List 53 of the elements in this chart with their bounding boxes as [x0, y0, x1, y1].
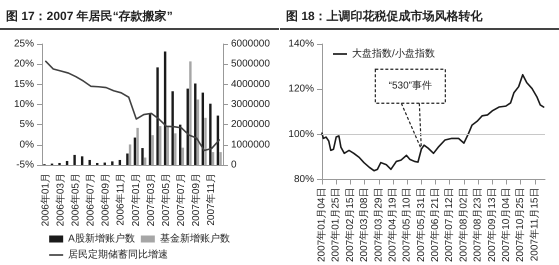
x-tick-label: 2007年01月	[130, 173, 142, 226]
y2-tick-label: 1000000	[231, 139, 270, 150]
legend-label: 居民定期储蓄同比增速	[68, 248, 168, 260]
y2-tick-label: 0	[231, 160, 237, 170]
y-tick-label: 15%	[14, 78, 34, 90]
y2-tick-label: 3000000	[231, 99, 270, 110]
x-tick-label: 2007年05月	[160, 173, 172, 226]
y-tick-label: 140%	[288, 38, 314, 50]
x-tick-label: 2007年04月19日	[386, 188, 398, 262]
y-tick-label: 10%	[14, 99, 34, 110]
chart-title: 图 18：上调印花税促成市场风格转化	[280, 0, 559, 30]
x-tick-label: 2007年01月25日	[330, 188, 342, 262]
x-tick-label: 2007年07月12日	[443, 188, 456, 262]
x-tick-label: 2007年05月31日	[414, 188, 427, 262]
x-tick-label: 2007年08月02日	[457, 188, 470, 262]
y2-tick-label: 4000000	[231, 78, 270, 90]
y2-tick-label: 5000000	[231, 58, 270, 70]
y2-tick-label: 2000000	[231, 119, 270, 130]
x-tick-label: 2007年07月	[175, 173, 188, 226]
legend-label: 大盘指数/小盘指数	[352, 48, 435, 60]
y-tick-label: 20%	[14, 58, 34, 70]
x-tick-label: 2007年09月	[190, 173, 202, 226]
legend-label: 基金新增账户数	[160, 232, 230, 244]
x-tick-label: 2007年01月04日	[316, 188, 328, 262]
x-tick-label: 2007年06月21日	[429, 188, 442, 262]
y-tick-label: -5%	[16, 160, 34, 170]
annotation: “530”事件	[388, 80, 432, 92]
x-tick-label: 2007年03月29日	[372, 188, 384, 262]
x-tick-label: 2007年08月23日	[472, 188, 484, 262]
x-tick-label: 2007年11月15日	[528, 188, 540, 262]
y2-tick-label: 6000000	[231, 38, 270, 50]
x-tick-label: 2007年09月13日	[486, 188, 498, 262]
y-tick-label: 120%	[288, 84, 314, 95]
chart-title: 图 17：2007 年居民“存款搬家”	[0, 0, 279, 30]
y-tick-label: 0%	[20, 139, 34, 150]
x-tick-label: 2006年03月	[54, 173, 66, 226]
x-tick-label: 2006年09月	[100, 173, 112, 226]
x-tick-label: 2006年07月	[84, 173, 97, 226]
x-tick-label: 2007年05月10日	[400, 188, 413, 262]
y-tick-label: 25%	[14, 38, 34, 50]
x-tick-label: 2007年03月	[144, 173, 157, 226]
x-tick-label: 2007年11月	[205, 173, 218, 226]
x-tick-label: 2007年10月25日	[514, 188, 526, 262]
x-tick-label: 2007年10月04日	[500, 188, 512, 262]
x-tick-label: 2006年05月	[69, 173, 82, 226]
x-tick-label: 2006年11月	[114, 173, 127, 226]
legend-label: A股新增账户数	[68, 232, 135, 244]
y-tick-label: 80%	[294, 174, 314, 186]
y-tick-label: 100%	[288, 128, 314, 140]
y-tick-label: 5%	[20, 119, 34, 130]
x-tick-label: 2007年02月15日	[344, 188, 356, 262]
x-tick-label: 2007年03月08日	[358, 188, 370, 262]
x-tick-label: 2006年01月	[39, 173, 52, 226]
